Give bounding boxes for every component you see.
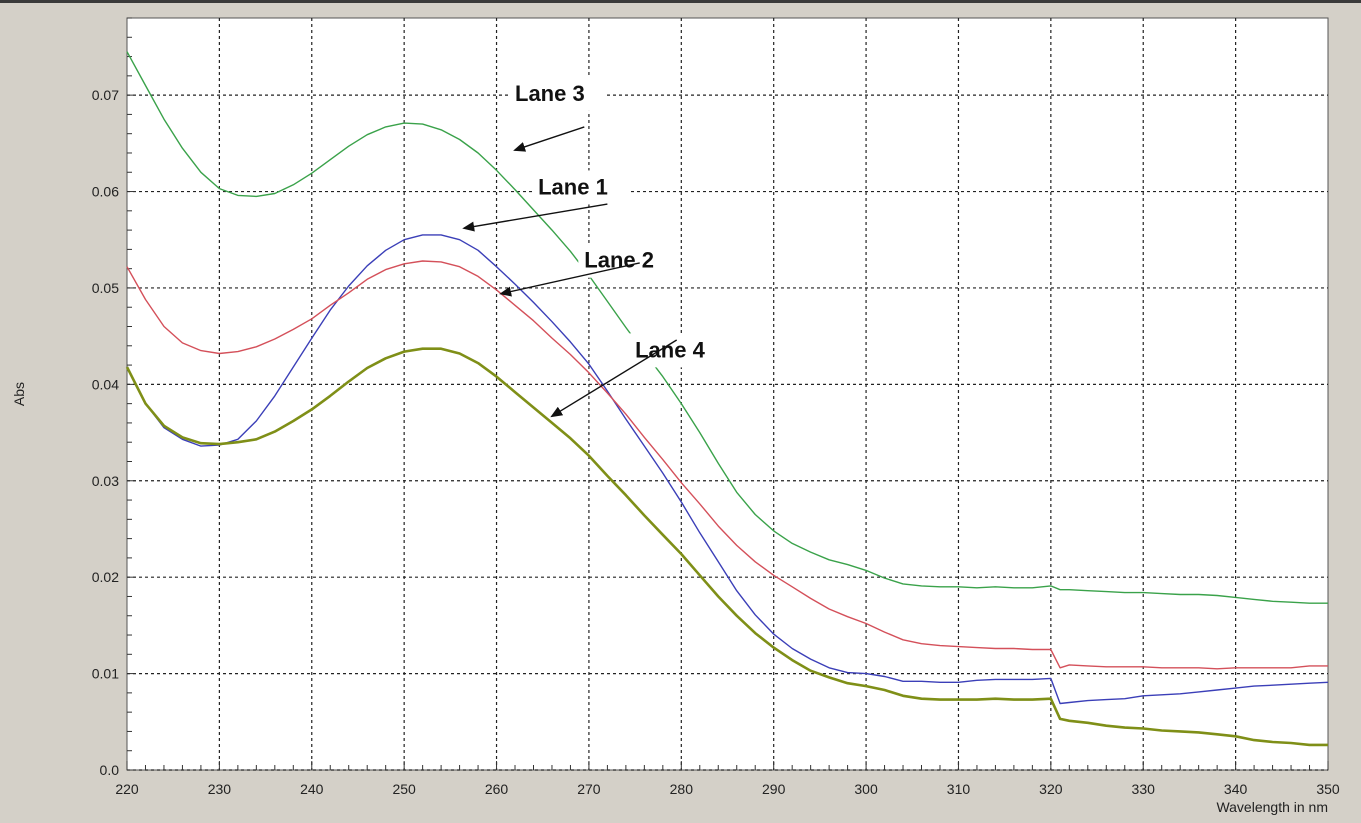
y-tick-label: 0.07 — [92, 87, 119, 103]
annotation-arrow-lane-2 — [499, 262, 640, 297]
series-line-lane-2 — [126, 260, 1328, 670]
y-tick-label: 0.06 — [92, 184, 119, 200]
annotation-label-lane-2: Lane 2 — [584, 248, 654, 273]
series-line-lane-3 — [126, 51, 1328, 604]
x-tick-label: 310 — [947, 781, 971, 797]
x-tick-label: 290 — [762, 781, 786, 797]
x-tick-label: 320 — [1039, 781, 1063, 797]
y-tick-label: 0.02 — [92, 569, 119, 585]
x-tick-label: 350 — [1316, 781, 1340, 797]
annotation-box-lane-3 — [509, 76, 606, 111]
series-line-lane-1 — [126, 234, 1329, 705]
x-tick-label: 330 — [1132, 781, 1156, 797]
x-tick-label: 220 — [115, 781, 139, 797]
annotation-arrow-lane-4 — [550, 339, 678, 418]
x-tick-label: 340 — [1224, 781, 1248, 797]
x-tick-label: 260 — [485, 781, 509, 797]
annotation-arrow-lane-3 — [513, 126, 585, 152]
x-tick-label: 300 — [854, 781, 878, 797]
y-tick-label: 0.01 — [92, 666, 119, 682]
window-top-edge — [0, 0, 1361, 3]
x-tick-label: 240 — [300, 781, 324, 797]
y-tick-label: 0.0 — [100, 762, 120, 778]
annotation-box-lane-1 — [532, 170, 629, 205]
y-tick-label: 0.05 — [92, 280, 119, 296]
annotation-label-lane-4: Lane 4 — [635, 337, 705, 362]
x-axis-label: Wavelength in nm — [1216, 799, 1328, 815]
x-tick-label: 280 — [670, 781, 694, 797]
y-axis-label: Abs — [11, 382, 27, 406]
series-line-lane-4 — [125, 347, 1328, 747]
annotation-label-lane-3: Lane 3 — [515, 81, 585, 106]
plot-area — [127, 18, 1328, 770]
annotation-arrow-lane-1 — [462, 203, 608, 232]
annotation-box-lane-4 — [629, 333, 726, 368]
y-tick-label: 0.03 — [92, 473, 119, 489]
annotation-box-lane-2 — [578, 243, 675, 278]
x-tick-label: 270 — [577, 781, 601, 797]
x-tick-label: 250 — [392, 781, 416, 797]
y-tick-label: 0.04 — [92, 376, 119, 392]
annotation-label-lane-1: Lane 1 — [538, 174, 608, 199]
x-tick-label: 230 — [208, 781, 232, 797]
